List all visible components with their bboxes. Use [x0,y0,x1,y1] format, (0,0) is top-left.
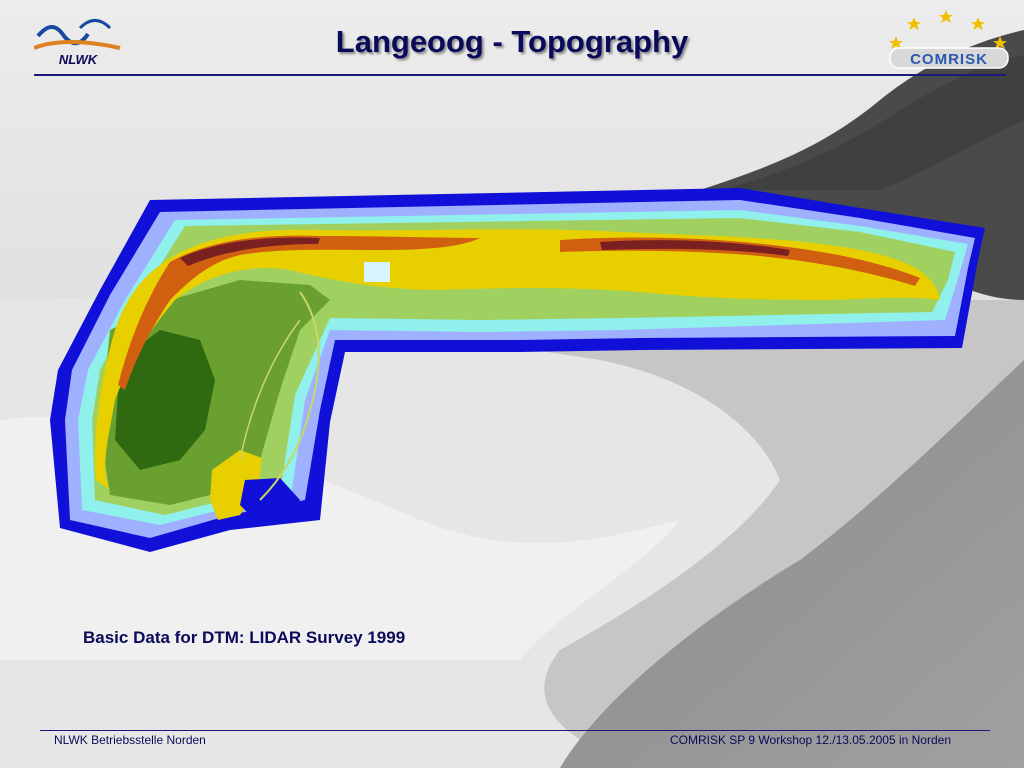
star-icon [971,17,985,30]
comrisk-logo-text: COMRISK [910,51,988,68]
nlwk-logo: NLWK [34,19,121,66]
footer-divider [40,730,990,731]
star-icon [889,36,903,49]
star-icon [907,17,921,30]
title-divider [34,74,1006,76]
footer-left-text: NLWK Betriebsstelle Norden [54,733,206,747]
comrisk-logo: COMRISK [889,10,1009,69]
star-icon [939,10,953,23]
nlwk-logo-text: NLWK [59,52,99,66]
star-icon [993,36,1007,49]
footer-right-text: COMRISK SP 9 Workshop 12./13.05.2005 in … [669,733,951,747]
map-caption: Basic Data for DTM: LIDAR Survey 1999 [83,628,406,647]
slide-title: Langeoog - Topography [335,24,689,59]
